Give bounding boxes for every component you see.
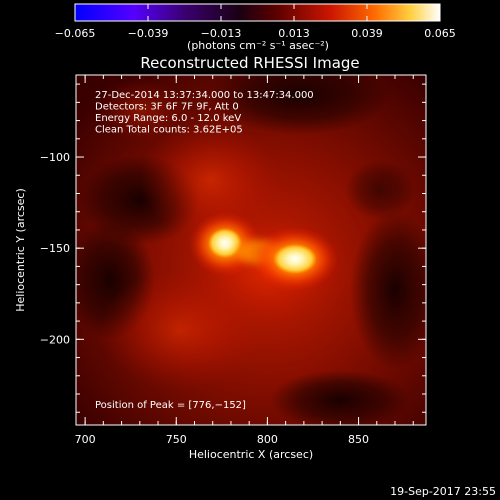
colorbar-tick-label: 0.065 — [424, 27, 456, 40]
colorbar-tick-label: 0.013 — [278, 27, 310, 40]
plot-title: Reconstructed RHESSI Image — [140, 54, 359, 72]
y-axis-tick-label: −200 — [40, 333, 70, 346]
colorbar-ticks: −0.065 −0.039 −0.013 0.013 0.039 0.065 — [55, 4, 456, 40]
x-axis-tick-label: 800 — [257, 433, 278, 446]
x-axis-label: Heliocentric X (arcsec) — [189, 448, 313, 461]
info-line: 27-Dec-2014 13:37:34.000 to 13:47:34.000 — [95, 90, 314, 101]
x-axis-tick-label: 750 — [166, 433, 187, 446]
info-line: Energy Range: 6.0 - 12.0 keV — [95, 113, 241, 124]
x-axis-ticks: 700 750 800 850 — [75, 75, 414, 446]
colorbar-tick-label: 0.039 — [351, 27, 383, 40]
y-axis-tick-label: −150 — [40, 242, 70, 255]
colorbar-tick-label: −0.065 — [55, 27, 96, 40]
observation-info: 27-Dec-2014 13:37:34.000 to 13:47:34.000… — [95, 90, 314, 136]
footer-timestamp: 19-Sep-2017 23:55 — [390, 485, 496, 498]
plot-frame — [75, 74, 427, 426]
y-axis-tick-label: −100 — [40, 151, 70, 164]
flare-source-east — [253, 229, 337, 289]
colorbar-gradient — [74, 3, 441, 22]
colorbar: −0.065 −0.039 −0.013 0.013 0.039 0.065 (photo… — [55, 3, 456, 52]
x-axis-tick-label: 850 — [348, 433, 369, 446]
colorbar-tick-label: −0.039 — [128, 27, 169, 40]
rhessi-emission-map — [76, 75, 426, 425]
y-axis-ticks: −100 −150 −200 — [40, 83, 426, 413]
y-axis-label: Heliocentric Y (arcsec) — [14, 188, 27, 312]
info-line: Clean Total counts: 3.62E+05 — [95, 125, 243, 136]
x-axis-tick-label: 700 — [75, 433, 96, 446]
peak-position-label: Position of Peak = [776,−152] — [95, 400, 246, 411]
colorbar-units-label: (photons cm⁻² s⁻¹ asec⁻²) — [187, 39, 329, 52]
colorbar-tick-label: −0.013 — [201, 27, 242, 40]
info-line: Detectors: 3F 6F 7F 9F, Att 0 — [95, 102, 239, 113]
